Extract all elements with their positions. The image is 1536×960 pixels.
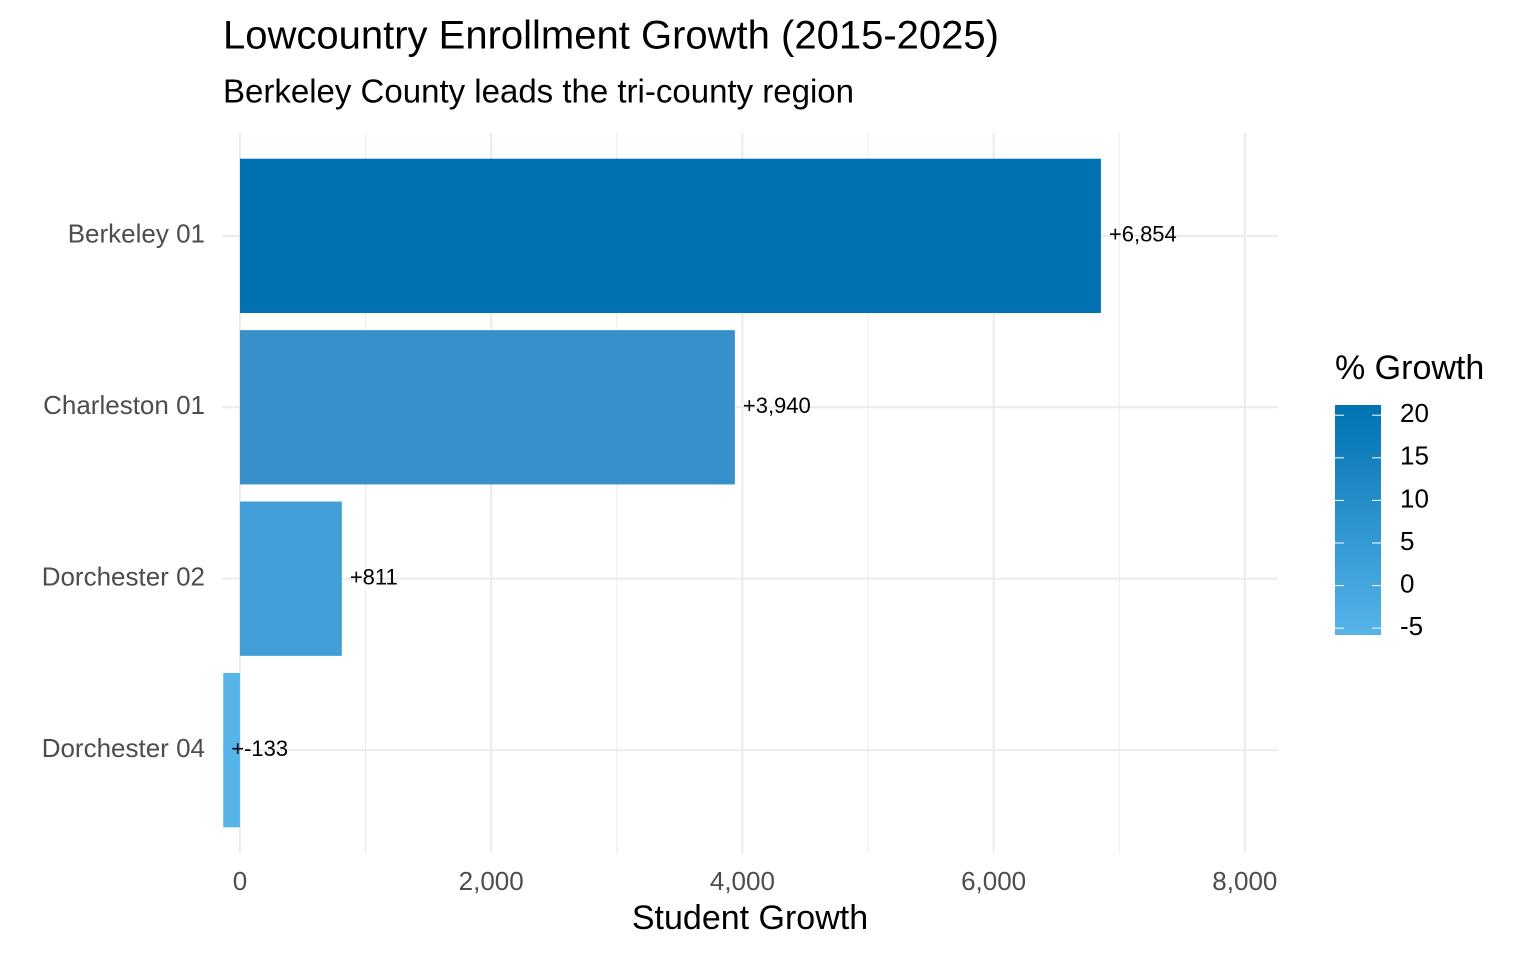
value-label: +3,940 bbox=[743, 393, 811, 418]
value-label: +-133 bbox=[231, 736, 288, 761]
legend-tick-label: 20 bbox=[1400, 398, 1429, 428]
y-tick-label: Dorchester 04 bbox=[42, 733, 205, 763]
value-label: +811 bbox=[350, 565, 398, 590]
y-tick-label: Charleston 01 bbox=[43, 390, 205, 420]
legend-tick-label: -5 bbox=[1400, 611, 1423, 641]
x-tick-label: 4,000 bbox=[710, 866, 775, 896]
x-tick-label: 2,000 bbox=[459, 866, 524, 896]
value-label: +6,854 bbox=[1109, 222, 1177, 247]
chart-subtitle: Berkeley County leads the tri-county reg… bbox=[223, 73, 854, 110]
x-tick-label: 6,000 bbox=[961, 866, 1026, 896]
chart-title: Lowcountry Enrollment Growth (2015-2025) bbox=[223, 14, 999, 58]
y-tick-label: Berkeley 01 bbox=[68, 219, 205, 249]
bar bbox=[239, 501, 342, 656]
legend-colorbar bbox=[1335, 405, 1381, 635]
legend-tick-label: 0 bbox=[1400, 568, 1414, 598]
x-axis-title: Student Growth bbox=[632, 899, 868, 937]
x-tick-label: 8,000 bbox=[1212, 866, 1277, 896]
x-tick-label: 0 bbox=[233, 866, 247, 896]
y-tick-label: Dorchester 02 bbox=[42, 562, 205, 592]
legend-tick-label: 15 bbox=[1400, 441, 1429, 471]
legend-title: % Growth bbox=[1335, 349, 1484, 387]
bar bbox=[223, 673, 240, 828]
legend-tick-label: 5 bbox=[1400, 526, 1414, 556]
bar bbox=[239, 330, 735, 485]
bar bbox=[239, 158, 1101, 313]
legend-tick-label: 10 bbox=[1400, 483, 1429, 513]
